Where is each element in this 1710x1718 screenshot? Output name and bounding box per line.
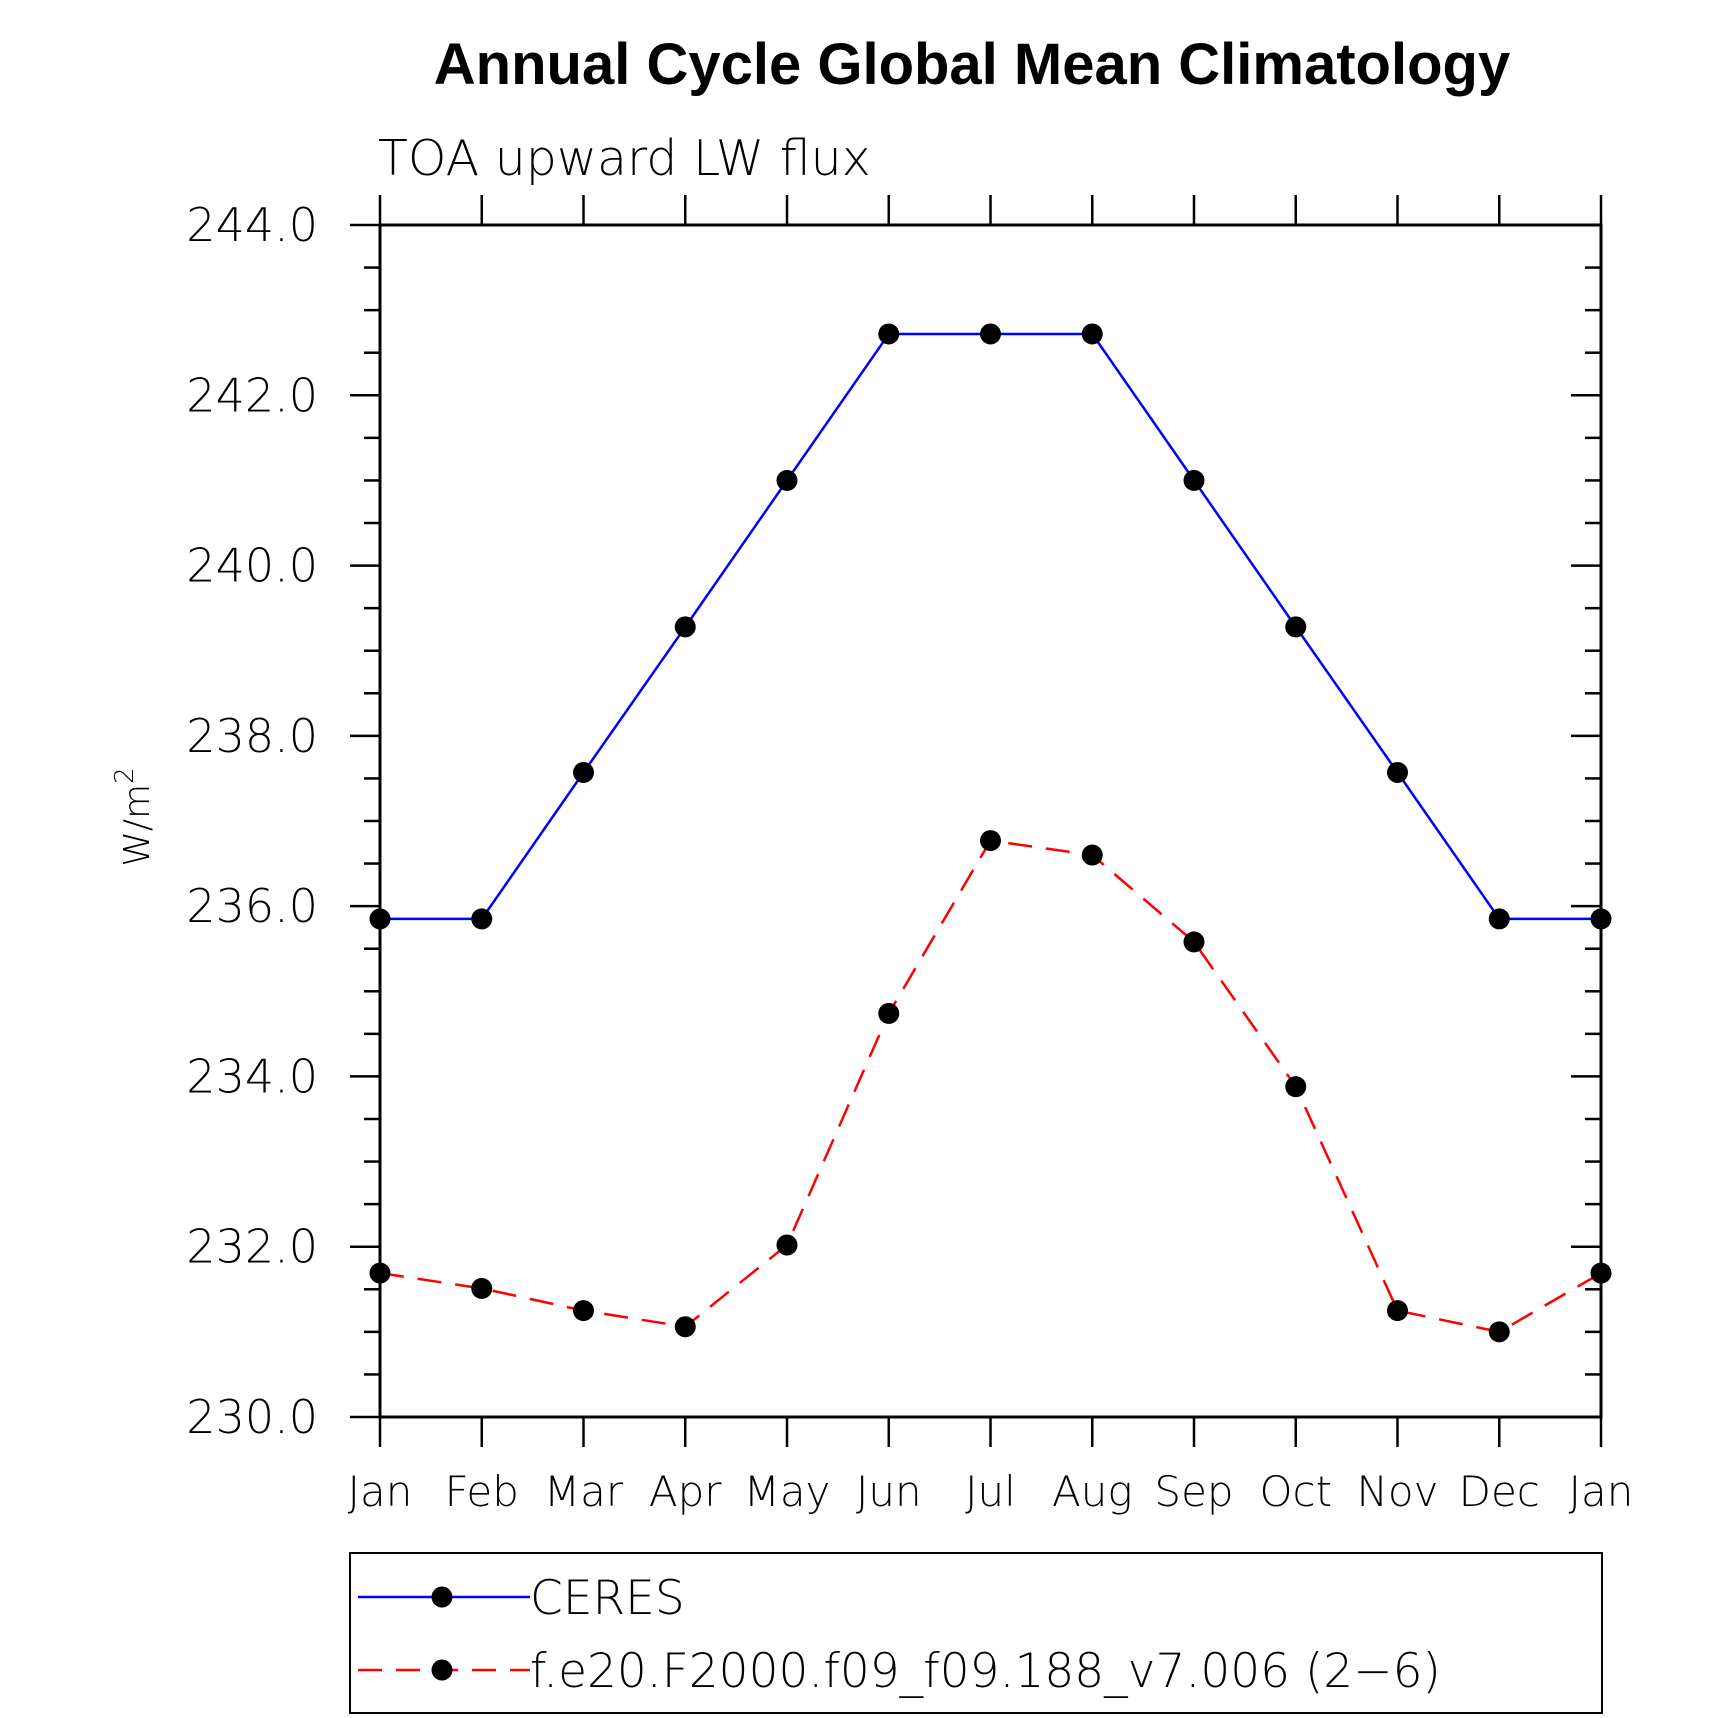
y-tick-label: 230.0 (186, 1390, 318, 1444)
data-point-ceres (573, 761, 594, 783)
x-tick-label: Jul (965, 1467, 1016, 1516)
x-tick-label: Apr (649, 1467, 722, 1516)
data-point-ceres (1285, 616, 1307, 638)
x-tick-label: Jan (1569, 1467, 1634, 1516)
y-axis-label: W/m2 (110, 767, 158, 866)
data-point-ceres (980, 323, 1001, 345)
chart-title: Annual Cycle Global Mean Climatology (434, 32, 1510, 97)
data-point-model (776, 1234, 798, 1256)
legend-box (349, 1552, 1603, 1714)
x-tick-label: Oct (1259, 1467, 1332, 1516)
plot-area: 230.0 232.0 234.0 236.0 238.0 240.0 242.0 244.0… (186, 195, 1633, 1516)
x-tick-label: Feb (445, 1467, 519, 1516)
legend-label: f.e20.F2000.f09_f09.188_v7.006 (2−6) (530, 1644, 1441, 1699)
legend: CERES f.e20.F2000.f09_f09.188_v7.006 (2−6… (349, 1552, 1603, 1714)
x-tick-label: Nov (1357, 1467, 1439, 1516)
y-tick-label: 240.0 (186, 539, 318, 593)
data-point-model (471, 1277, 493, 1299)
x-tick-label: Jan (348, 1467, 413, 1516)
x-tick-label: Jun (856, 1467, 922, 1516)
data-point-model (1285, 1076, 1307, 1098)
chart-subtitle: TOA upward LW flux (378, 130, 871, 187)
data-point-ceres (1387, 761, 1408, 783)
x-tick-label: Aug (1052, 1467, 1133, 1516)
x-tick-label: Sep (1154, 1467, 1233, 1516)
data-point-model (1081, 844, 1103, 866)
data-point-model (1488, 1321, 1510, 1343)
data-point-ceres (1081, 323, 1103, 345)
data-point-ceres (471, 908, 493, 930)
y-tick-label: 232.0 (186, 1220, 318, 1274)
data-point-model (1183, 931, 1205, 953)
data-point-ceres (674, 616, 696, 638)
data-point-model (573, 1300, 594, 1322)
legend-marker (431, 1586, 453, 1608)
y-tick-label: 244.0 (186, 198, 318, 252)
data-point-model (674, 1316, 696, 1338)
plot-frame (378, 223, 1603, 1419)
legend-marker (431, 1659, 453, 1681)
y-tick-label: 236.0 (186, 879, 318, 933)
data-point-ceres (1488, 908, 1510, 930)
x-tick-label: Dec (1459, 1467, 1540, 1516)
data-point-model (1387, 1300, 1408, 1322)
data-point-model (878, 1002, 900, 1024)
data-point-model (980, 830, 1001, 852)
y-tick-label: 238.0 (186, 709, 318, 763)
data-point-model (369, 1262, 391, 1284)
data-point-ceres (369, 908, 391, 930)
data-point-ceres (1590, 908, 1612, 930)
y-tick-label: 242.0 (186, 368, 318, 422)
data-point-ceres (776, 469, 798, 491)
x-tick-label: May (744, 1467, 831, 1516)
data-point-model (1590, 1262, 1612, 1284)
y-axis-label-text: W/m (117, 784, 158, 867)
x-tick-label: Mar (544, 1467, 624, 1516)
series-line-model (379, 839, 1602, 1334)
y-axis-label-superscript: 2 (110, 767, 140, 784)
data-point-ceres (878, 323, 900, 345)
data-point-ceres (1183, 469, 1205, 491)
y-tick-label: 234.0 (186, 1049, 318, 1103)
legend-label: CERES (530, 1571, 685, 1626)
